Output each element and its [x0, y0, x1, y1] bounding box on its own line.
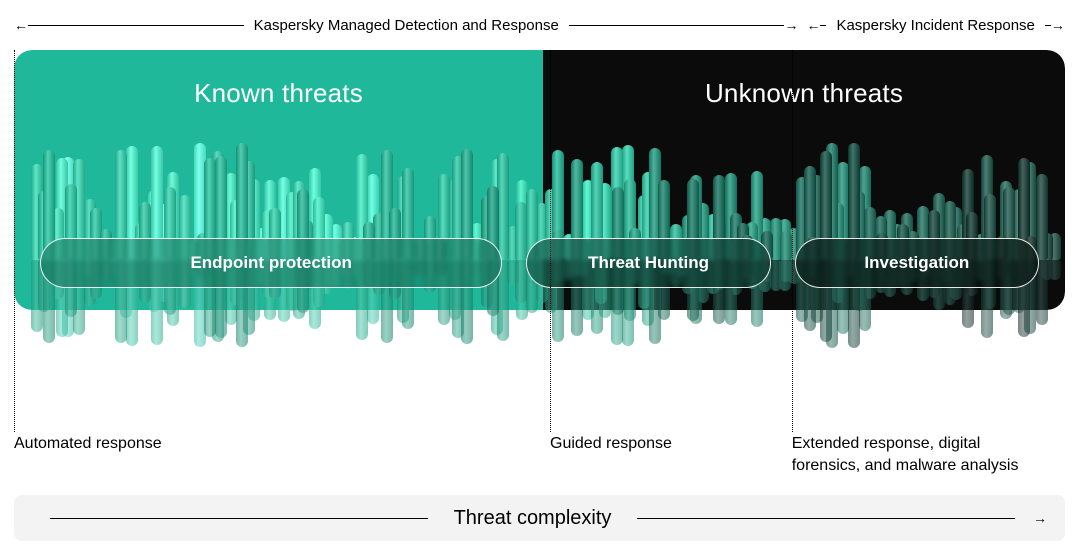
bracket-mdr: ← Kaspersky Managed Detection and Respon…	[0, 17, 798, 34]
bracket-ir: ← Kaspersky Incident Response →	[798, 17, 1079, 34]
bracket-ir-label: Kaspersky Incident Response	[826, 17, 1044, 34]
caption-row: Automated response Guided response Exten…	[14, 433, 1065, 493]
caption-extended: Extended response, digital forensics, an…	[792, 433, 1065, 493]
arrow-left-icon: ←	[14, 18, 28, 32]
panel-known-title: Known threats	[14, 50, 543, 109]
caption-automated: Automated response	[14, 433, 550, 493]
arrow-right-icon: →	[1033, 510, 1065, 526]
complexity-axis: Threat complexity →	[14, 495, 1065, 541]
axis-label: Threat complexity	[446, 507, 620, 530]
pill-threat-hunting: Threat Hunting	[526, 238, 770, 288]
arrow-right-icon: →	[1051, 18, 1065, 32]
caption-guided: Guided response	[550, 433, 792, 493]
section-divider	[14, 50, 15, 432]
bracket-mdr-label: Kaspersky Managed Detection and Response	[244, 17, 569, 34]
pill-row: Endpoint protection Threat Hunting Inves…	[40, 235, 1039, 291]
section-divider	[792, 50, 793, 432]
arrow-right-icon: →	[784, 18, 798, 32]
top-bracket-row: ← Kaspersky Managed Detection and Respon…	[0, 8, 1079, 42]
section-divider	[550, 50, 551, 432]
pill-investigation: Investigation	[795, 238, 1039, 288]
panel-unknown-title: Unknown threats	[543, 50, 1065, 109]
threat-complexity-infographic: ← Kaspersky Managed Detection and Respon…	[0, 0, 1079, 551]
pill-endpoint-protection: Endpoint protection	[40, 238, 502, 288]
arrow-left-icon: ←	[806, 18, 820, 32]
